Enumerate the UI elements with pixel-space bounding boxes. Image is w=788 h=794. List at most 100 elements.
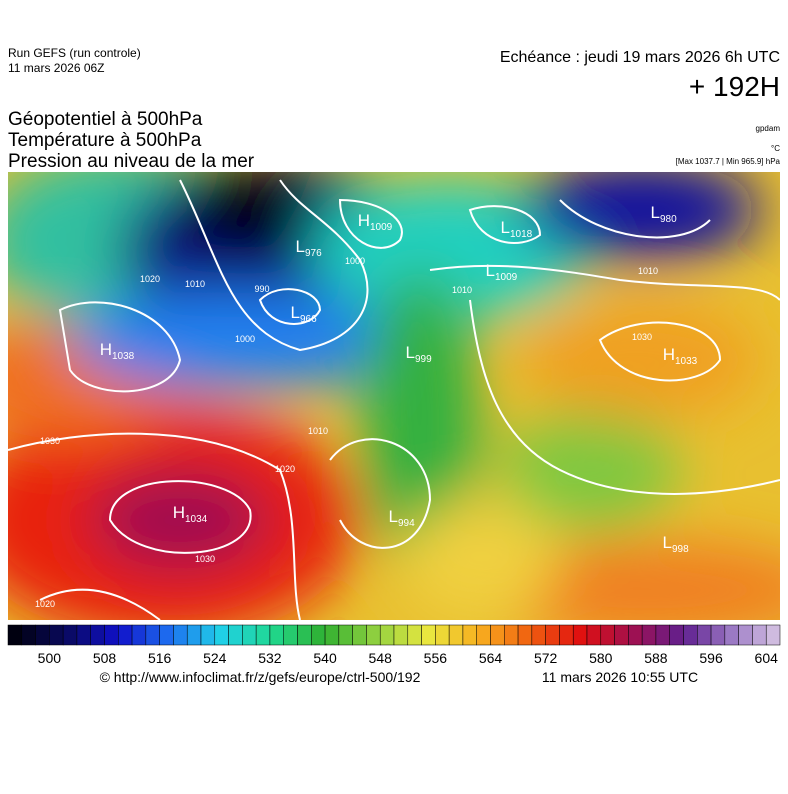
center-letter: H — [358, 211, 370, 230]
run-label: Run GEFS (run controle) — [8, 46, 141, 60]
isobar-label: 1010 — [452, 285, 472, 295]
center-letter: L — [406, 343, 415, 362]
colorbar-tick-label: 540 — [313, 650, 337, 666]
colorbar-cell — [655, 624, 670, 646]
colorbar-cell — [379, 624, 395, 646]
colorbar-tick-label: 572 — [534, 650, 558, 666]
isobar-label: 1030 — [40, 436, 60, 446]
isobar-label: 1010 — [308, 426, 328, 436]
colorbar-tick-label: 604 — [755, 650, 779, 666]
isobar-label: 990 — [254, 284, 269, 294]
colorbar-cell — [7, 624, 23, 646]
colorbar-cell — [283, 624, 298, 646]
generated-time: 11 mars 2026 10:55 UTC — [542, 669, 698, 685]
colorbar-cell — [242, 624, 257, 646]
center-letter: L — [651, 203, 660, 222]
colorbar-cell — [200, 624, 216, 646]
colorbar-tick-label: 508 — [93, 650, 117, 666]
title: Pression au niveau de la mer — [8, 151, 255, 172]
center-letter: H — [663, 345, 675, 364]
colorbar-cell — [421, 624, 436, 646]
center-pressure: 998 — [672, 544, 689, 555]
title: Température à 500hPa — [8, 130, 202, 151]
colorbar-cell — [145, 624, 160, 646]
colorbar-cell — [366, 624, 381, 646]
colorbar-cell — [255, 624, 271, 646]
colorbar-tick-label: 564 — [479, 650, 503, 666]
center-letter: H — [100, 340, 112, 359]
colorbar-cell — [669, 624, 684, 646]
center-letter: L — [663, 533, 672, 552]
center-pressure: 1009 — [495, 272, 518, 283]
center-pressure: 976 — [305, 248, 322, 259]
colorbar-tick-label: 548 — [369, 650, 393, 666]
center-pressure: 994 — [398, 518, 415, 529]
colorbar-tick-label: 588 — [644, 650, 668, 666]
center-letter: L — [389, 507, 398, 526]
colorbar-cell — [628, 624, 643, 646]
run-date: 11 mars 2026 06Z — [8, 61, 105, 75]
colorbar-cell — [49, 624, 64, 646]
colorbar-cell — [90, 624, 105, 646]
colorbar-cell — [559, 624, 574, 646]
center-letter: L — [486, 261, 495, 280]
isobar-label: 1030 — [195, 554, 215, 564]
center-pressure: 1034 — [185, 514, 208, 525]
colorbar-cell — [738, 624, 753, 646]
colorbar-cell — [407, 624, 422, 646]
colorbar-cell — [173, 624, 188, 646]
lead-time: + 192H — [689, 71, 780, 102]
colorbar-tick-label: 532 — [258, 650, 282, 666]
colorbar-cell — [118, 624, 133, 646]
colorbar-tick-label: 524 — [203, 650, 227, 666]
isobar-label: 1020 — [140, 274, 160, 284]
colorbar-tick-label: 556 — [424, 650, 448, 666]
source-url: © http://www.infoclimat.fr/z/gefs/europe… — [100, 669, 421, 685]
colorbar-cell — [131, 624, 147, 646]
valid-time: Echéance : jeudi 19 mars 2026 6h UTC — [500, 49, 780, 66]
colorbar-cell — [324, 624, 340, 646]
colorbar-cell — [490, 624, 505, 646]
colorbar-cell — [641, 624, 657, 646]
center-letter: L — [501, 218, 510, 237]
center-pressure: 966 — [300, 314, 317, 325]
colorbar-tick-label: 596 — [699, 650, 723, 666]
isobar-label: 1000 — [235, 334, 255, 344]
colorbar-cell — [338, 624, 353, 646]
colorbar-tick-label: 500 — [38, 650, 62, 666]
unit: [Max 1037.7 | Min 965.9] hPa — [676, 157, 781, 166]
colorbar-cell — [269, 624, 284, 646]
colorbar-cell — [214, 624, 229, 646]
isobar-label: 1000 — [345, 256, 365, 266]
colorbar-cell — [765, 624, 781, 646]
colorbar-cell — [21, 624, 36, 646]
colorbar-cell — [104, 624, 119, 646]
isobar-label: 1010 — [638, 266, 658, 276]
center-letter: L — [291, 303, 300, 322]
colorbar-tick-label: 580 — [589, 650, 613, 666]
colorbar-cell — [710, 624, 726, 646]
colorbar-cell — [435, 624, 450, 646]
center-pressure: 1038 — [112, 351, 135, 362]
colorbar: 500 508 516 524 532 540 548 556 564 572 580 588 596 6… — [7, 624, 781, 666]
colorbar-cell — [76, 624, 91, 646]
colorbar-cell — [462, 624, 477, 646]
title: Géopotentiel à 500hPa — [8, 109, 203, 130]
center-letter: L — [296, 237, 305, 256]
colorbar-cell — [35, 624, 50, 646]
center-pressure: 980 — [660, 214, 677, 225]
colorbar-cell — [752, 624, 767, 646]
colorbar-cell — [517, 624, 533, 646]
colorbar-cell — [531, 624, 546, 646]
center-letter: H — [173, 503, 185, 522]
colorbar-cell — [476, 624, 491, 646]
center-pressure: 1009 — [370, 222, 393, 233]
colorbar-cell — [600, 624, 615, 646]
colorbar-cell — [572, 624, 588, 646]
isobar-label: 1020 — [275, 464, 295, 474]
unit: gpdam — [756, 124, 781, 133]
colorbar-cell — [352, 624, 367, 646]
center-pressure: 1033 — [675, 356, 698, 367]
